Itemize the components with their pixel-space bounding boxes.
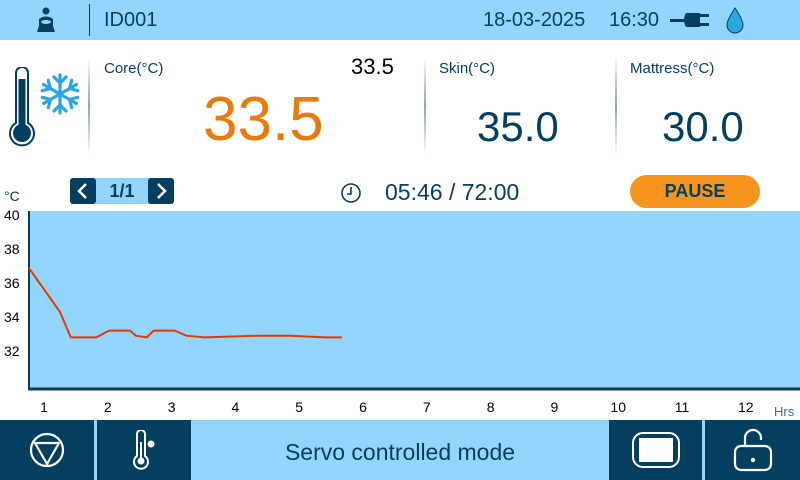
- x-tick-label: 11: [675, 399, 690, 415]
- core-label: Core(°C): [104, 60, 164, 77]
- baby-patient-icon: [37, 7, 55, 32]
- mode-status: Servo controlled mode: [284, 439, 516, 465]
- y-tick-label: 38: [4, 241, 20, 257]
- mattress-label: Mattress(°C): [630, 60, 715, 77]
- power-plug-icon: [670, 13, 709, 27]
- pause-button[interactable]: PAUSE: [630, 175, 760, 208]
- page-indicator: 1/1: [109, 181, 135, 201]
- page-navigator: 1/1: [70, 178, 174, 204]
- x-tick-label: 8: [487, 399, 495, 415]
- core-temperature-line: [27, 267, 342, 339]
- thermometer-settings-icon: [133, 430, 155, 470]
- x-tick-label: 9: [551, 399, 559, 415]
- footer-bar: Servo controlled mode: [0, 420, 800, 480]
- clock-icon: [341, 183, 361, 203]
- x-tick-label: 2: [104, 399, 112, 415]
- date: 18-03-2025: [483, 9, 586, 31]
- stop-icon: [29, 432, 65, 468]
- snowflake-icon: [39, 73, 81, 115]
- prev-page-button[interactable]: [70, 178, 96, 204]
- elapsed-time: 05:46 / 72:00: [385, 179, 520, 205]
- status-bar: ID001 18-03-2025 16:30: [0, 0, 800, 40]
- x-tick-label: 1: [40, 399, 48, 415]
- skin-value: 35.0: [477, 103, 559, 150]
- y-axis-unit: °C: [4, 188, 20, 204]
- next-page-button[interactable]: [148, 178, 174, 204]
- temperature-settings-button[interactable]: [97, 420, 191, 480]
- display-button[interactable]: [609, 420, 702, 480]
- patient-id: ID001: [104, 9, 158, 31]
- x-axis-unit: Hrs: [774, 404, 795, 419]
- x-tick-label: 5: [295, 399, 303, 415]
- y-tick-label: 32: [4, 343, 20, 359]
- thermometer-icon: [9, 67, 35, 147]
- x-tick-label: 6: [359, 399, 367, 415]
- x-tick-label: 4: [232, 399, 240, 415]
- y-tick-label: 34: [4, 309, 20, 325]
- y-tick-label: 40: [4, 207, 20, 223]
- unlock-icon: [733, 428, 772, 472]
- stop-button[interactable]: [0, 420, 94, 480]
- skin-label: Skin(°C): [439, 60, 496, 77]
- plot-area: [28, 211, 800, 389]
- x-tick-label: 10: [610, 399, 626, 415]
- water-drop-icon: [726, 7, 744, 34]
- mattress-value: 30.0: [662, 103, 744, 150]
- lock-button[interactable]: [705, 420, 800, 480]
- core-setpoint: 33.5: [351, 54, 394, 79]
- x-tick-label: 12: [738, 399, 754, 415]
- time: 16:30: [609, 9, 660, 31]
- x-tick-label: 3: [168, 399, 176, 415]
- core-value: 33.5: [203, 85, 324, 154]
- y-tick-label: 36: [4, 275, 20, 291]
- x-tick-label: 7: [423, 399, 431, 415]
- screen-icon: [631, 432, 680, 468]
